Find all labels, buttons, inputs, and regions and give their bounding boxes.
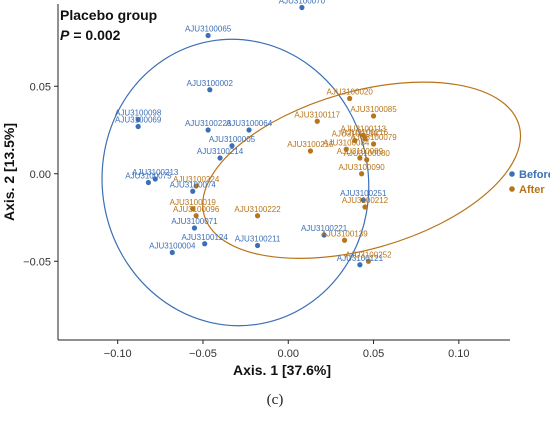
after-point-label: AJU3100216 <box>342 128 389 137</box>
after-point <box>362 136 368 142</box>
x-tick-label: 0.10 <box>448 348 469 360</box>
before-point-label: AJU3100121 <box>337 254 384 263</box>
before-point-label: AJU3100213 <box>132 168 179 177</box>
before-confidence-ellipse <box>101 38 370 327</box>
before-point-label: AJU3100005 <box>209 135 256 144</box>
before-point <box>246 127 252 133</box>
p-value-text: P = 0.002 <box>60 27 121 43</box>
x-tick-label: −0.10 <box>104 348 132 360</box>
after-point-label: AJU3100117 <box>294 110 340 119</box>
after-point <box>352 137 358 144</box>
after-point <box>364 157 370 163</box>
before-point-label: AJU3100074 <box>170 180 217 189</box>
before-point-label: AJU3100069 <box>115 116 162 125</box>
x-axis-label: Axis. 1 [37.6%] <box>233 362 331 378</box>
before-point <box>169 249 175 256</box>
after-point <box>357 155 363 161</box>
after-point-label: AJU3100224 <box>173 175 220 184</box>
x-tick-label: 0.05 <box>363 348 384 360</box>
after-point <box>359 171 365 177</box>
before-point <box>191 225 198 231</box>
after-point-label: AJU3100252 <box>345 250 392 259</box>
before-point <box>207 87 213 93</box>
before-point <box>357 262 363 268</box>
before-point <box>145 179 151 186</box>
before-legend-label: Before <box>519 169 550 181</box>
before-point-label: AJU3100223 <box>185 119 232 128</box>
after-point <box>370 113 377 119</box>
after-point-label: AJU3100084 <box>323 138 370 147</box>
before-point-label: AJU3100098 <box>115 109 162 118</box>
after-point-label: AJU3100222 <box>234 205 281 214</box>
after-point <box>254 213 261 219</box>
before-point-label: AJU3100075 <box>125 172 172 181</box>
legend: Before After <box>509 169 550 196</box>
after-point <box>370 141 377 147</box>
after-point-label: AJU3100080 <box>344 149 391 158</box>
p-label: P <box>60 27 70 43</box>
after-legend-marker <box>509 186 515 192</box>
before-point <box>217 155 223 161</box>
before-point <box>135 123 141 130</box>
x-tick-label: 0.00 <box>278 348 299 360</box>
before-point-label: AJU3100065 <box>185 25 232 34</box>
before-point-label: AJU3100124 <box>182 233 229 242</box>
after-point <box>362 204 368 210</box>
after-point-label: AJU3100019 <box>170 198 217 207</box>
after-point-label: AJU3100090 <box>338 163 385 172</box>
after-point-label: AJU3100096 <box>173 205 220 214</box>
after-confidence-ellipse <box>202 81 522 259</box>
before-point <box>152 176 158 182</box>
before-point-label: AJU3100004 <box>149 242 196 251</box>
y-axis-label: Axis. 2 [13.5%] <box>1 123 17 221</box>
before-point <box>299 4 305 11</box>
panel-title: Placebo group <box>60 7 157 23</box>
after-point <box>347 95 353 102</box>
after-point-label: AJU3100079 <box>350 133 397 142</box>
after-point <box>341 237 348 243</box>
y-tick-label: 0.05 <box>30 81 51 93</box>
after-point <box>193 183 199 189</box>
before-point-label: AJU3100251 <box>340 189 387 198</box>
before-point <box>135 116 141 123</box>
before-point-label: AJU3100221 <box>301 224 348 233</box>
before-point-label: AJU3100071 <box>171 217 218 226</box>
figure-caption: (c) <box>266 392 284 408</box>
after-point-label: AJU3100085 <box>350 105 397 114</box>
after-point <box>190 206 196 212</box>
before-point-label: AJU3100211 <box>235 235 281 244</box>
after-point <box>307 148 314 154</box>
x-tick-label: −0.05 <box>189 348 217 360</box>
after-point <box>193 213 199 219</box>
after-point <box>365 258 372 264</box>
after-point <box>314 118 320 124</box>
before-point <box>254 242 261 249</box>
after-point-label: AJU3100089 <box>337 147 384 156</box>
before-point <box>360 197 366 203</box>
before-legend-marker <box>509 171 515 177</box>
before-point <box>205 127 211 133</box>
after-legend-label: After <box>519 184 545 196</box>
before-point <box>190 188 196 194</box>
before-point <box>229 143 235 149</box>
before-point-label: AJU3100214 <box>197 147 244 156</box>
after-point-label: AJU3100139 <box>321 229 368 238</box>
before-point <box>202 241 208 247</box>
after-point-label: AJU3100113 <box>340 124 386 133</box>
before-point-label: AJU3100070 <box>279 0 326 6</box>
after-point-label: AJU3100212 <box>342 196 389 205</box>
before-point <box>321 232 327 238</box>
y-tick-label: −0.05 <box>23 256 51 268</box>
after-point-label: AJU3100215 <box>287 140 334 149</box>
p-value: = 0.002 <box>73 27 120 43</box>
before-point-label: AJU3100064 <box>226 119 273 128</box>
after-point-label: AJU3100020 <box>327 88 374 97</box>
after-point-label: AJU3100136 <box>332 130 379 139</box>
before-point-label: AJU3100002 <box>187 79 234 88</box>
y-tick-label: 0.00 <box>30 169 51 181</box>
after-point <box>343 146 349 152</box>
before-point <box>205 32 211 39</box>
